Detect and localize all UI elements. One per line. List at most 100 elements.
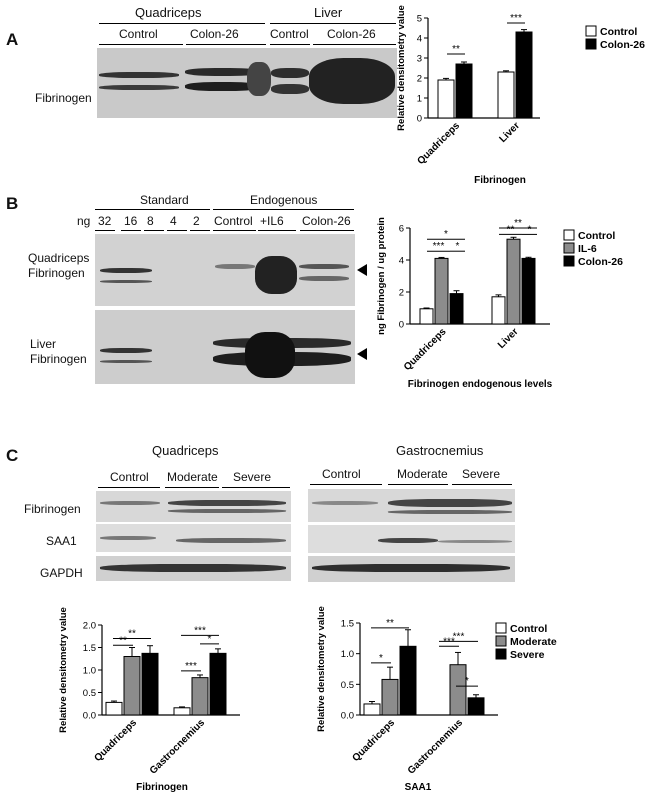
y-axis-label: Relative densitometry value	[316, 606, 327, 732]
legend-label: Moderate	[510, 636, 557, 648]
bar	[105, 701, 123, 716]
group-line-standard	[95, 209, 210, 210]
sub-line-control-liver	[270, 44, 310, 45]
row-label-quadriceps-fibrinogen: Fibrinogen	[28, 266, 85, 280]
x-axis-label: Fibrinogen endogenous levels	[408, 379, 553, 390]
c-quad-line-control	[98, 487, 160, 488]
legend-label: Colon-26	[600, 39, 645, 51]
western-blot-a	[97, 48, 397, 118]
chart-a: 0 1 2 3 4 5 Relative densitometry value Quadric…	[396, 5, 645, 186]
standard-lane-label: 32	[98, 214, 112, 228]
panel-c-letter: C	[6, 446, 19, 465]
legend-label: Severe	[510, 649, 545, 661]
legend-swatch	[495, 635, 507, 647]
legend-label: Control	[510, 623, 547, 635]
c-quad-label-severe: Severe	[233, 470, 272, 484]
y-tick-label: 1.5	[341, 619, 354, 630]
sub-label-control: Control	[119, 27, 158, 41]
legend-label: Control	[600, 26, 637, 38]
c-gastro-label-moderate: Moderate	[397, 467, 448, 481]
y-axis-label: ng Fibrinogen / ug protein	[376, 217, 387, 335]
significance-label: ***	[453, 631, 465, 642]
bar	[506, 238, 521, 325]
title-gastrocnemius: Gastrocnemius	[396, 443, 484, 458]
y-tick-label: 0.0	[83, 711, 96, 722]
significance-label: **	[119, 635, 127, 646]
legend-label: Control	[578, 230, 615, 242]
significance-label: ***	[510, 13, 522, 24]
standard-lane-line	[95, 230, 115, 231]
bar	[434, 257, 449, 325]
y-tick-label: 5	[417, 14, 422, 25]
bar	[173, 707, 191, 716]
significance-label: **	[452, 44, 460, 55]
y-tick-label: 0	[417, 114, 422, 125]
bar	[191, 677, 209, 716]
category-label: Quadriceps	[92, 717, 139, 764]
standard-lane-label: 16	[124, 214, 138, 228]
bar	[491, 296, 506, 325]
significance-label: *	[379, 653, 383, 664]
sub-line-colon26-liver	[313, 44, 396, 45]
group-line-quadriceps	[99, 23, 265, 24]
c-gastro-line-moderate	[388, 484, 448, 485]
c-quad-label-control: Control	[110, 470, 149, 484]
panel-b-letter: B	[6, 194, 19, 213]
standard-lane-line	[144, 230, 164, 231]
blot-c-gastro-fibrinogen	[308, 489, 515, 522]
c-gastro-line-control	[310, 484, 382, 485]
western-blot-b-quadriceps	[95, 234, 355, 306]
significance-label: *	[465, 676, 469, 687]
y-tick-label: 0.5	[83, 688, 96, 699]
blot-c-quad-fibrinogen	[96, 491, 291, 522]
x-axis-label: Fibrinogen	[136, 782, 188, 793]
standard-lane-line	[167, 230, 187, 231]
bar	[455, 63, 473, 119]
category-label: Liver	[496, 326, 521, 351]
c-quad-line-severe	[222, 487, 290, 488]
y-tick-label: 0.0	[341, 711, 354, 722]
bar	[209, 652, 227, 716]
y-tick-label: 1.5	[83, 643, 96, 654]
y-tick-label: 0.5	[341, 680, 354, 691]
category-label: Gastrocnemius	[406, 717, 466, 777]
significance-label: **	[514, 218, 522, 229]
y-tick-label: 3	[417, 54, 422, 65]
bar	[497, 71, 515, 119]
significance-label: **	[386, 618, 394, 629]
y-tick-label: 2	[417, 74, 422, 85]
endo-label-colon26: Colon-26	[302, 214, 351, 228]
y-tick-label: 2.0	[83, 621, 96, 632]
endo-label-il6: +IL6	[260, 214, 284, 228]
group-line-liver	[270, 23, 396, 24]
significance-label: *	[456, 241, 460, 252]
x-axis-label: Fibrinogen	[474, 175, 526, 186]
category-label: Liver	[497, 120, 522, 145]
x-axis-label: SAA1	[405, 782, 432, 793]
bar	[449, 664, 467, 716]
chart-c-fibrinogen: 0.0 0.5 1.0 1.5 2.0 Relative densitometry val…	[58, 607, 240, 793]
legend-swatch	[495, 622, 507, 634]
c-row-label-gapdh: GAPDH	[40, 566, 83, 580]
endo-line-colon26	[300, 230, 354, 231]
group-line-endogenous	[213, 209, 354, 210]
standard-lane-label: 4	[170, 214, 177, 228]
bar	[141, 652, 159, 716]
bar	[419, 308, 434, 325]
arrowhead-icon	[357, 264, 367, 276]
bar	[467, 697, 485, 716]
bar	[381, 678, 399, 716]
sub-label-colon26: Colon-26	[190, 27, 239, 41]
blot-c-quad-gapdh	[96, 556, 291, 581]
row-label-liver-fibrinogen: Fibrinogen	[30, 352, 87, 366]
c-gastro-line-severe	[452, 484, 512, 485]
significance-label: ***	[185, 661, 197, 672]
y-tick-label: 4	[417, 34, 422, 45]
blot-c-gastro-saa1	[308, 525, 515, 553]
legend-label: IL-6	[578, 243, 597, 255]
legend-swatch	[585, 25, 597, 37]
category-label: Gastrocnemius	[148, 717, 208, 777]
y-tick-label: 4	[399, 256, 404, 267]
standard-lane-label: 2	[193, 214, 200, 228]
western-blot-b-liver	[95, 310, 355, 384]
